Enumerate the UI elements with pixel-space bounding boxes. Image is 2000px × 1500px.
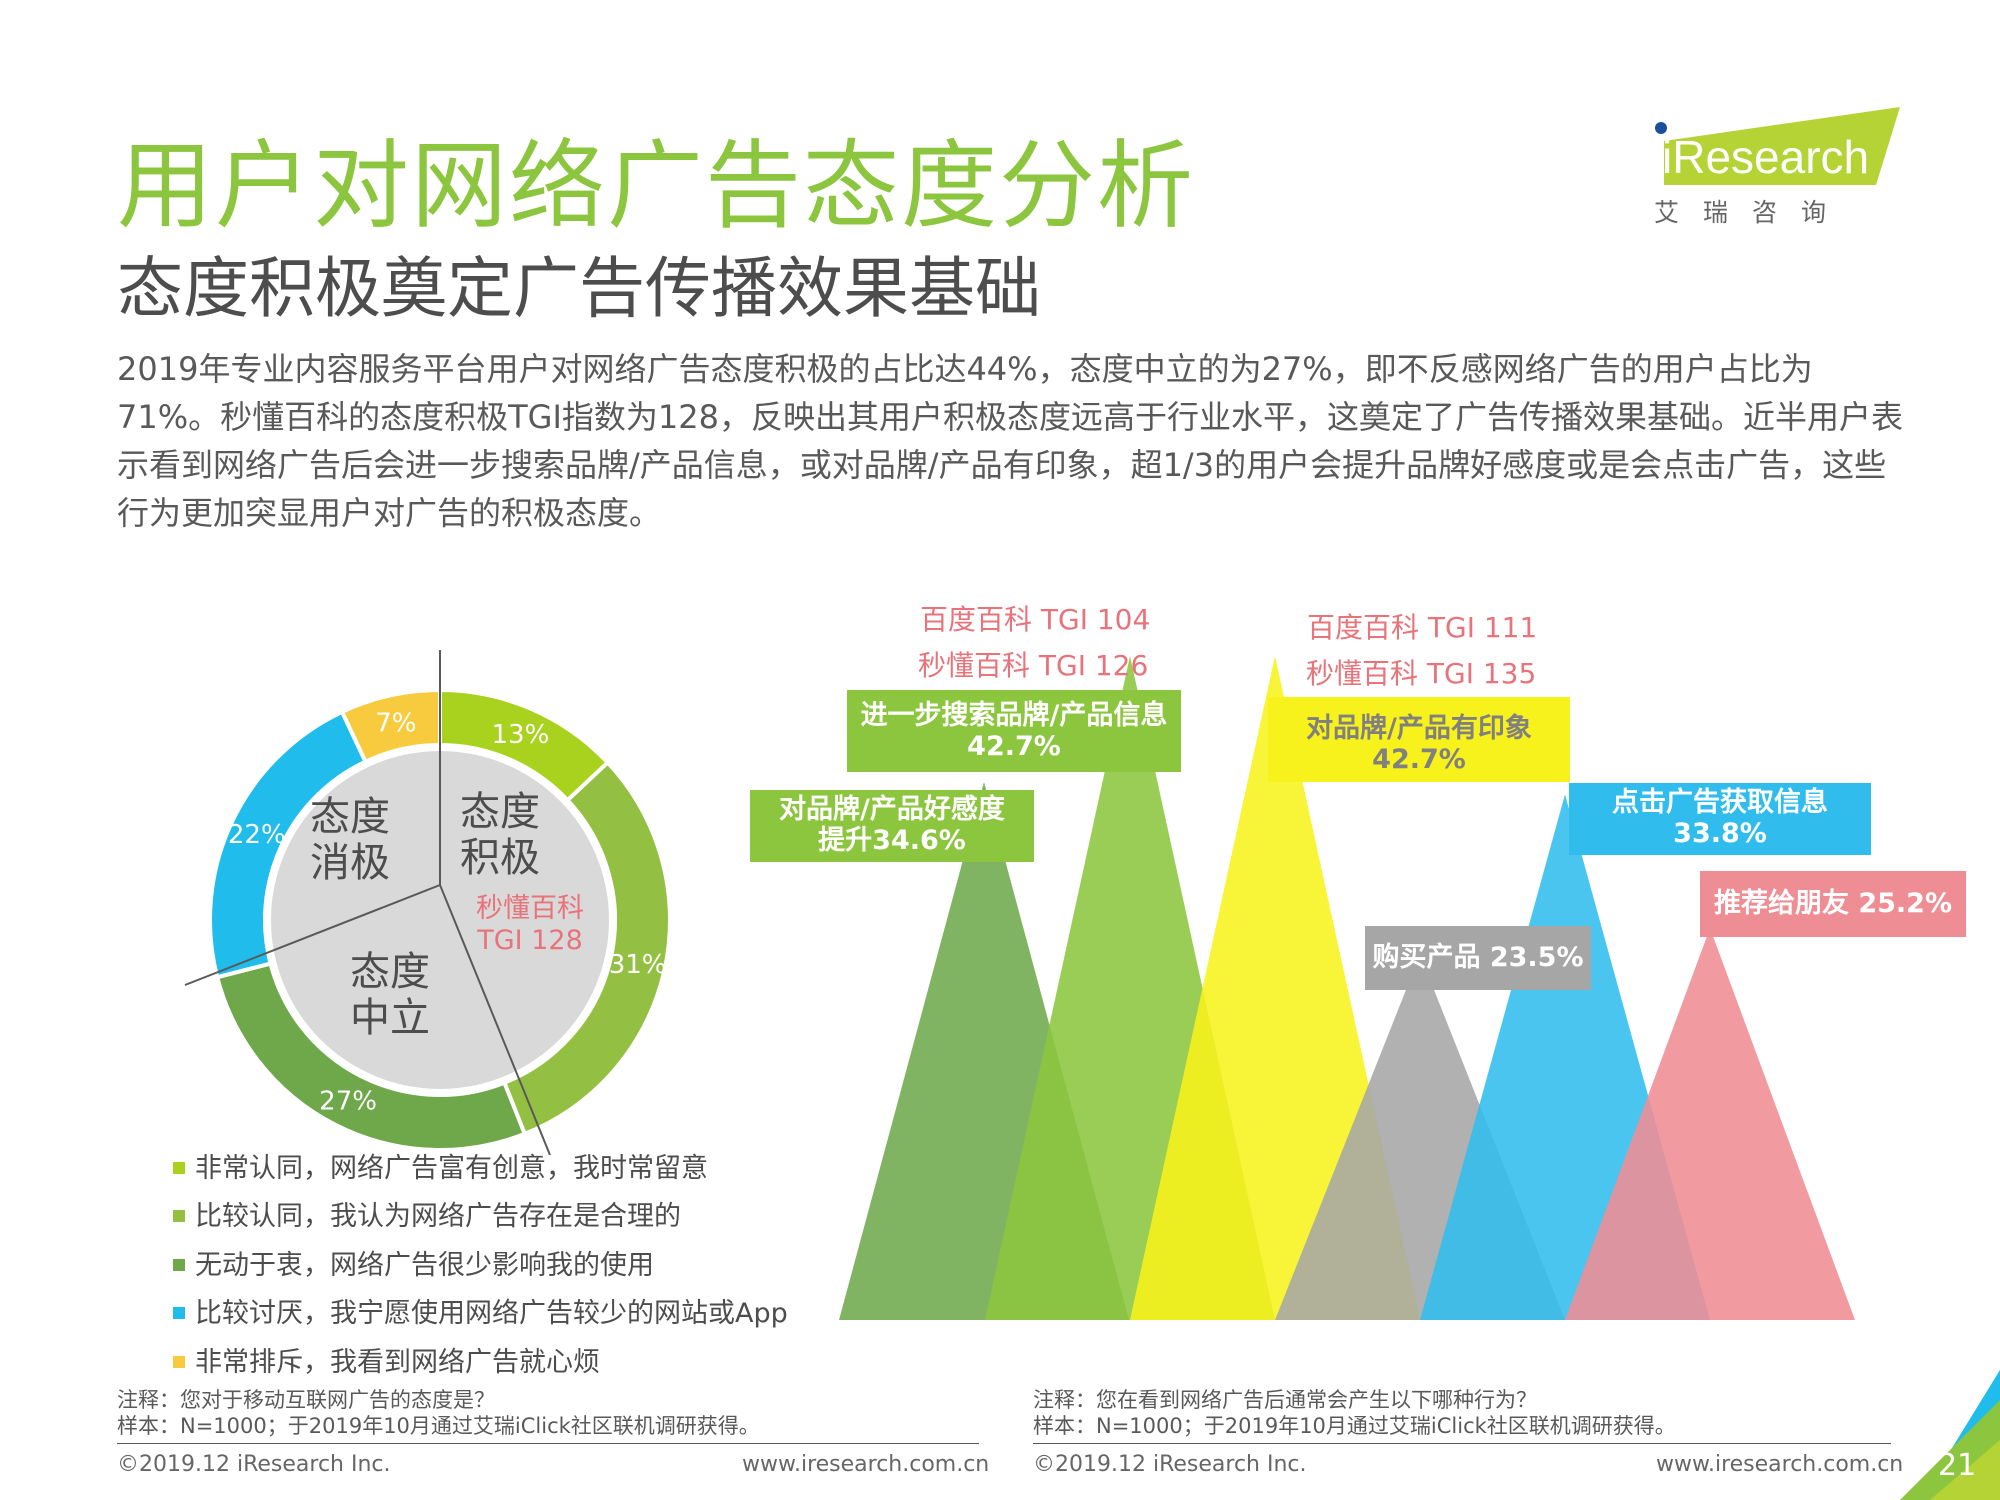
page-title: 用户对网络广告态度分析 xyxy=(117,130,1195,242)
legend-item: 比较认同，我认为网络广告存在是合理的 xyxy=(173,1194,681,1233)
donut-group-label: 积极 xyxy=(460,835,540,881)
note-question-left: 注释：您对于移动互联网广告的态度是？ xyxy=(117,1388,495,1412)
iresearch-logo: iResearch xyxy=(1650,107,1900,227)
footer-divider xyxy=(1033,1443,1891,1444)
donut-inner-circle xyxy=(271,751,609,1089)
legend-item: 比较讨厌，我宁愿使用网络广告较少的网站或App xyxy=(173,1291,788,1330)
peak-triangle xyxy=(1565,928,1855,1320)
legend-item: 无动于衷，网络广告很少影响我的使用 xyxy=(173,1243,654,1282)
donut-slice-label: 13% xyxy=(492,720,550,750)
corner-decoration xyxy=(1900,1370,2000,1500)
tgi-annotation: 百度百科 TGI 104 xyxy=(920,603,1151,636)
tgi-annotation: 秒懂百科 TGI 135 xyxy=(1306,657,1537,690)
legend-item: 非常认同，网络广告富有创意，我时常留意 xyxy=(173,1146,708,1185)
note-question-right: 注释：您在看到网络广告后通常会产生以下哪种行为？ xyxy=(1033,1388,1537,1412)
donut-group-label: 态度 xyxy=(350,949,430,995)
peak-label: 点击广告获取信息 33.8% xyxy=(1569,783,1871,855)
footer-divider xyxy=(117,1443,979,1444)
behavior-peaks-chart xyxy=(839,656,1855,1320)
page-number: 21 xyxy=(1938,1448,1977,1483)
donut-slice-label: 31% xyxy=(609,950,667,980)
footer-url: www.iresearch.com.cn xyxy=(742,1452,990,1477)
donut-group-label: 消极 xyxy=(310,840,390,886)
donut-group-label: 态度 xyxy=(310,794,390,840)
peak-label: 购买产品 23.5% xyxy=(1365,926,1591,990)
logo-banner xyxy=(1664,107,1900,185)
donut-tgi-label: 秒懂百科 xyxy=(476,893,584,924)
logo-dot xyxy=(1655,122,1667,134)
peak-label: 推荐给朋友 25.2% xyxy=(1700,871,1966,937)
footer-copyright: ©2019.12 iResearch Inc. xyxy=(117,1452,391,1477)
peak-label: 进一步搜索品牌/产品信息 42.7% xyxy=(847,690,1181,772)
peak-label: 对品牌/产品好感度 提升34.6% xyxy=(750,790,1034,862)
note-sample-right: 样本：N=1000；于2019年10月通过艾瑞iClick社区联机调研获得。 xyxy=(1033,1414,1676,1438)
donut-slice-label: 22% xyxy=(228,820,286,850)
legend-swatch xyxy=(173,1209,185,1222)
note-sample-left: 样本：N=1000；于2019年10月通过艾瑞iClick社区联机调研获得。 xyxy=(117,1414,760,1438)
group-divider xyxy=(184,884,441,986)
legend-swatch xyxy=(173,1161,185,1174)
logo-text: iResearch xyxy=(1662,131,1869,183)
footer-url: www.iresearch.com.cn xyxy=(1656,1452,1904,1477)
donut-slice-label: 7% xyxy=(375,708,416,738)
logo-cn-text: 艾瑞咨询 xyxy=(1654,198,1851,227)
donut-group-label: 中立 xyxy=(350,995,430,1041)
legend-swatch xyxy=(173,1355,185,1368)
legend-item: 非常排斥，我看到网络广告就心烦 xyxy=(173,1340,600,1379)
tgi-annotation: 百度百科 TGI 111 xyxy=(1307,611,1538,644)
footer-copyright: ©2019.12 iResearch Inc. xyxy=(1033,1452,1307,1477)
tgi-annotation: 秒懂百科 TGI 126 xyxy=(918,649,1149,682)
donut-slice-label: 27% xyxy=(319,1086,377,1116)
legend-swatch xyxy=(173,1258,185,1271)
summary-paragraph: 2019年专业内容服务平台用户对网络广告态度积极的占比达44%，态度中立的为27… xyxy=(117,350,1903,532)
group-divider xyxy=(439,884,551,1155)
legend-swatch xyxy=(173,1306,185,1319)
donut-tgi-label: TGI 128 xyxy=(476,925,583,956)
donut-slice xyxy=(501,759,672,1137)
donut-group-label: 态度 xyxy=(460,789,540,835)
page-subtitle: 态度积极奠定广告传播效果基础 xyxy=(117,250,1041,327)
peak-label: 对品牌/产品有印象 42.7% xyxy=(1268,697,1570,782)
